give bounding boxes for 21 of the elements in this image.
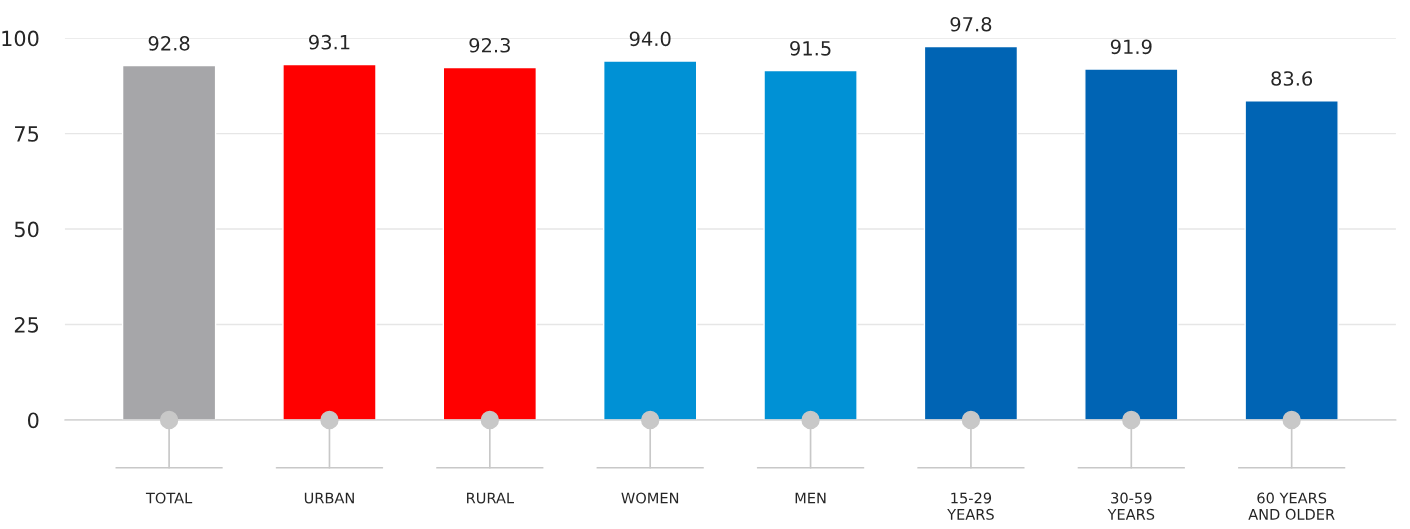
x-tick-label: MEN	[795, 492, 826, 504]
data-label: 97.8	[950, 16, 992, 32]
x-tick-label: 15-29 YEARS	[947, 492, 994, 520]
x-tick-label: 30-59 YEARS	[1107, 492, 1155, 520]
x-tick-label: URBAN	[304, 492, 354, 504]
x-tick-label: WOMEN	[621, 492, 679, 504]
data-label: 94.0	[629, 31, 671, 47]
y-tick-label: 0	[27, 412, 39, 429]
data-label: 92.8	[148, 36, 190, 51]
x-tick-label: TOTAL	[145, 492, 193, 504]
x-tick-label: RURAL	[467, 492, 514, 504]
y-tick-label: 75	[15, 126, 39, 142]
x-tick-label: 60 YEARS AND OLDER	[1248, 492, 1335, 520]
data-label: 83.6	[1271, 71, 1313, 86]
y-tick-label: 100	[2, 30, 39, 47]
y-tick-label: 50	[14, 221, 39, 238]
data-label: 92.3	[469, 37, 510, 53]
data-label: 93.1	[309, 34, 350, 50]
data-label: 91.9	[1110, 39, 1152, 55]
data-label: 91.5	[790, 40, 831, 56]
y-tick-label: 25	[14, 316, 39, 333]
